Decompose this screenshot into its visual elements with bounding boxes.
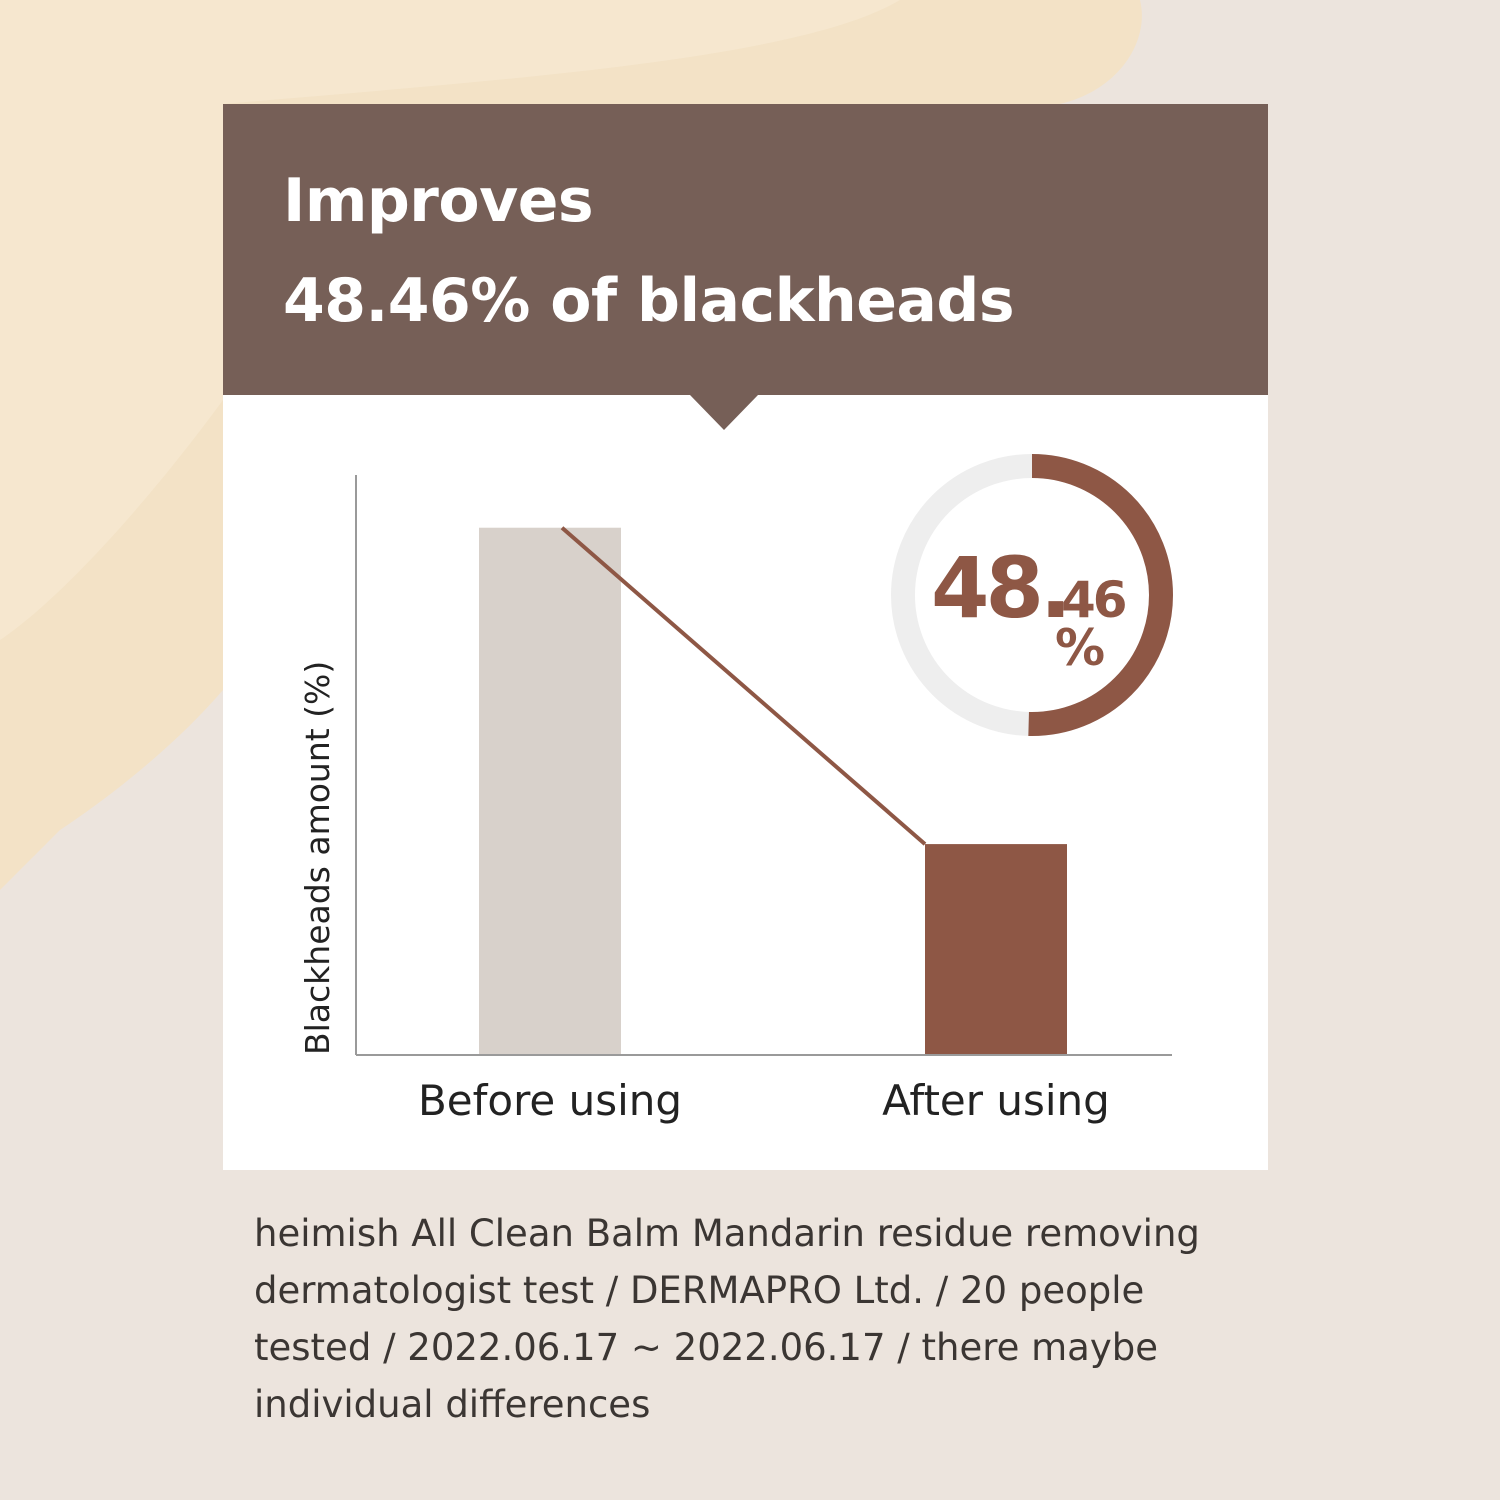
bar-chart: Blackheads amount (%) Before using After… <box>298 395 1173 1125</box>
donut-value-integer: 48. <box>931 539 1068 637</box>
x-tick-label-before: Before using <box>418 1076 682 1125</box>
bar-before <box>479 527 621 1055</box>
chart-card: Blackheads amount (%) Before using After… <box>223 395 1268 1170</box>
headline-line-2: 48.46% of blackheads <box>283 266 1015 336</box>
pointer-triangle <box>690 395 758 430</box>
headline-line-1: Improves <box>283 166 594 236</box>
donut-value-decimal: 46 <box>1061 571 1126 629</box>
study-footnote: heimish All Clean Balm Mandarin residue … <box>254 1212 1200 1426</box>
trend-line <box>560 526 927 846</box>
donut-gauge: 48. 46 % <box>891 454 1173 736</box>
headline-banner: Improves 48.46% of blackheads <box>223 104 1268 395</box>
donut-value-arc <box>891 454 1173 736</box>
donut-value-unit: % <box>1055 619 1105 677</box>
bar-after <box>925 844 1067 1055</box>
x-tick-label-after: After using <box>882 1076 1110 1125</box>
y-axis-label: Blackheads amount (%) <box>298 661 337 1055</box>
